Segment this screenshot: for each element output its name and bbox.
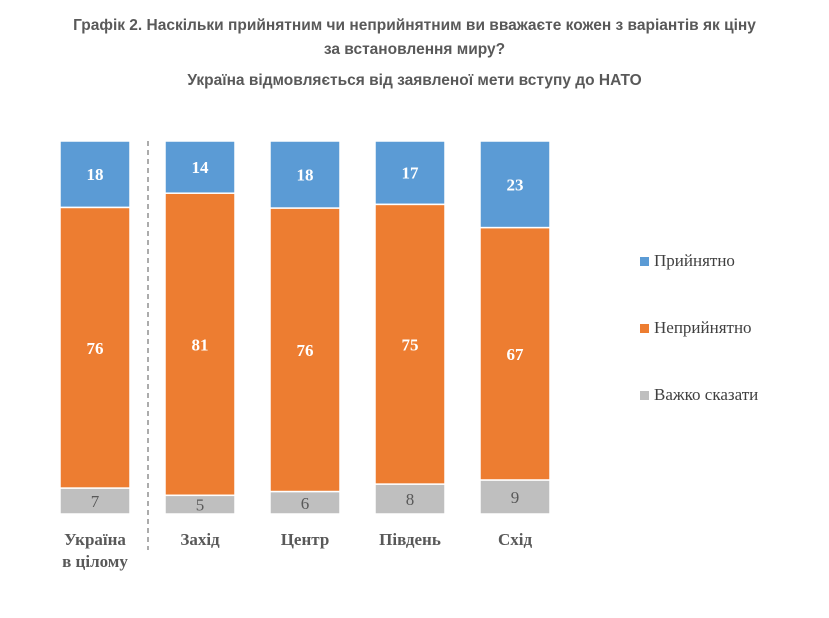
bar-segment-acceptable xyxy=(164,140,236,194)
data-label: 18 xyxy=(297,166,314,185)
bar-segment-hard-to-say xyxy=(164,494,236,515)
category-label: Центр xyxy=(281,530,330,549)
chart-title-line-2: за встановлення миру? xyxy=(323,41,506,58)
data-label: 8 xyxy=(406,490,415,509)
category-label: Захід xyxy=(180,530,220,549)
category-label: Схід xyxy=(498,530,533,549)
bar-segment-hard-to-say xyxy=(374,483,446,515)
bar-segment-hard-to-say xyxy=(479,479,551,515)
bar-segment-acceptable xyxy=(374,140,446,206)
category-label: в цілому xyxy=(62,552,128,571)
data-label: 6 xyxy=(301,494,310,513)
chart-title-line-1: Графік 2. Наскільки прийнятним чи неприй… xyxy=(73,17,756,34)
bar-segment-acceptable xyxy=(269,140,341,209)
category-label: Україна xyxy=(64,530,126,549)
legend-label: Неприйнятно xyxy=(654,318,752,337)
data-label: 9 xyxy=(511,488,520,507)
data-label: 81 xyxy=(192,335,209,354)
bar-segment-acceptable xyxy=(479,140,551,229)
data-label: 75 xyxy=(402,335,419,354)
data-label: 14 xyxy=(192,158,210,177)
data-label: 17 xyxy=(402,164,420,183)
data-label: 7 xyxy=(91,492,100,511)
bar-segment-hard-to-say xyxy=(269,490,341,515)
chart-subtitle: Україна відмовляється від заявленої мети… xyxy=(187,72,642,89)
legend-swatch xyxy=(640,391,649,400)
data-label: 76 xyxy=(297,341,314,360)
bar-segment-unacceptable xyxy=(479,226,551,481)
legend-swatch xyxy=(640,324,649,333)
bar-segment-unacceptable xyxy=(269,207,341,493)
data-label: 5 xyxy=(196,496,205,515)
bar-segment-hard-to-say xyxy=(59,487,131,515)
bar-segment-unacceptable xyxy=(164,192,236,497)
legend-swatch xyxy=(640,257,649,266)
bar-segment-acceptable xyxy=(59,140,131,209)
bar-segment-unacceptable xyxy=(374,203,446,485)
data-label: 23 xyxy=(507,175,524,194)
data-label: 76 xyxy=(87,339,104,358)
legend-label: Прийнятно xyxy=(654,251,735,270)
data-label: 18 xyxy=(87,165,104,184)
data-label: 67 xyxy=(507,345,525,364)
legend-label: Важко сказати xyxy=(654,385,758,404)
category-label: Південь xyxy=(379,530,441,549)
chart-title: Графік 2. Наскільки прийнятним чи неприй… xyxy=(0,14,829,62)
